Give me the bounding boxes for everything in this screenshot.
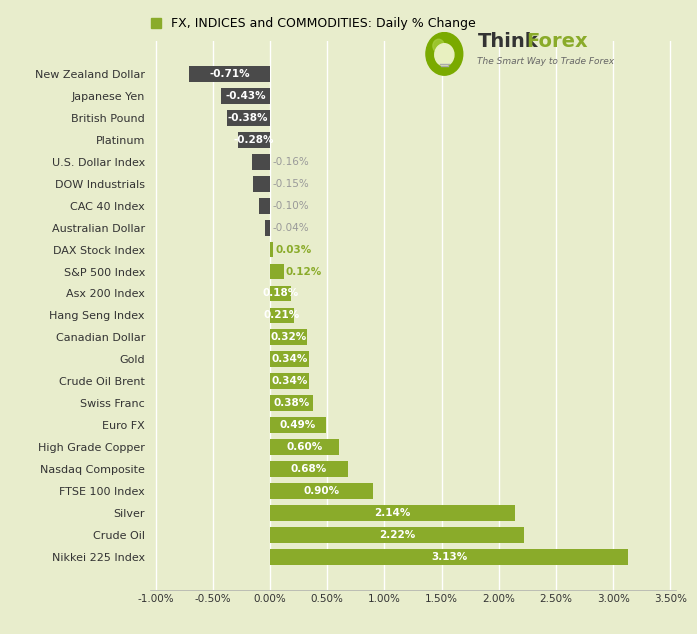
- Text: 2.22%: 2.22%: [379, 530, 415, 540]
- Bar: [270, 417, 326, 433]
- Bar: [270, 351, 309, 367]
- Bar: [270, 330, 307, 346]
- Text: -0.38%: -0.38%: [228, 113, 268, 123]
- Bar: [270, 439, 339, 455]
- Text: -0.16%: -0.16%: [273, 157, 309, 167]
- Bar: [270, 264, 284, 280]
- Bar: [270, 395, 314, 411]
- Bar: [270, 527, 524, 543]
- Bar: [259, 198, 270, 214]
- Bar: [227, 110, 270, 126]
- Text: 0.34%: 0.34%: [271, 354, 307, 365]
- Bar: [270, 505, 515, 521]
- Bar: [270, 307, 294, 323]
- Bar: [221, 88, 270, 104]
- Text: -0.43%: -0.43%: [225, 91, 266, 101]
- Bar: [266, 220, 270, 236]
- Bar: [270, 285, 291, 301]
- Text: 0.32%: 0.32%: [270, 332, 307, 342]
- Bar: [253, 176, 270, 191]
- Text: 0.03%: 0.03%: [276, 245, 312, 255]
- Text: 0.18%: 0.18%: [262, 288, 298, 299]
- Bar: [270, 242, 273, 257]
- Text: Forex: Forex: [526, 32, 588, 51]
- Bar: [270, 373, 309, 389]
- Circle shape: [426, 32, 463, 75]
- Bar: [270, 461, 348, 477]
- Circle shape: [433, 39, 445, 53]
- Bar: [252, 154, 270, 170]
- Text: 2.14%: 2.14%: [374, 508, 411, 518]
- Text: Think: Think: [477, 32, 538, 51]
- Bar: [238, 132, 270, 148]
- Text: 0.21%: 0.21%: [264, 311, 300, 320]
- Text: 0.49%: 0.49%: [280, 420, 316, 430]
- Bar: [189, 66, 270, 82]
- Text: 0.34%: 0.34%: [271, 376, 307, 386]
- Text: The Smart Way to Trade Forex: The Smart Way to Trade Forex: [477, 57, 615, 66]
- Bar: [270, 549, 628, 565]
- Text: 0.38%: 0.38%: [274, 398, 310, 408]
- Text: -0.71%: -0.71%: [209, 69, 250, 79]
- Text: 0.60%: 0.60%: [286, 442, 323, 452]
- Legend: FX, INDICES and COMMODITIES: Daily % Change: FX, INDICES and COMMODITIES: Daily % Cha…: [151, 17, 475, 30]
- Text: 0.68%: 0.68%: [291, 464, 327, 474]
- Text: -0.04%: -0.04%: [273, 223, 309, 233]
- Text: -0.10%: -0.10%: [273, 201, 309, 210]
- Text: 0.12%: 0.12%: [286, 266, 322, 276]
- Bar: [270, 483, 373, 499]
- Text: 0.90%: 0.90%: [303, 486, 339, 496]
- Text: 3.13%: 3.13%: [431, 552, 467, 562]
- Text: -0.28%: -0.28%: [233, 135, 274, 145]
- Text: -0.15%: -0.15%: [273, 179, 309, 189]
- Circle shape: [435, 44, 454, 66]
